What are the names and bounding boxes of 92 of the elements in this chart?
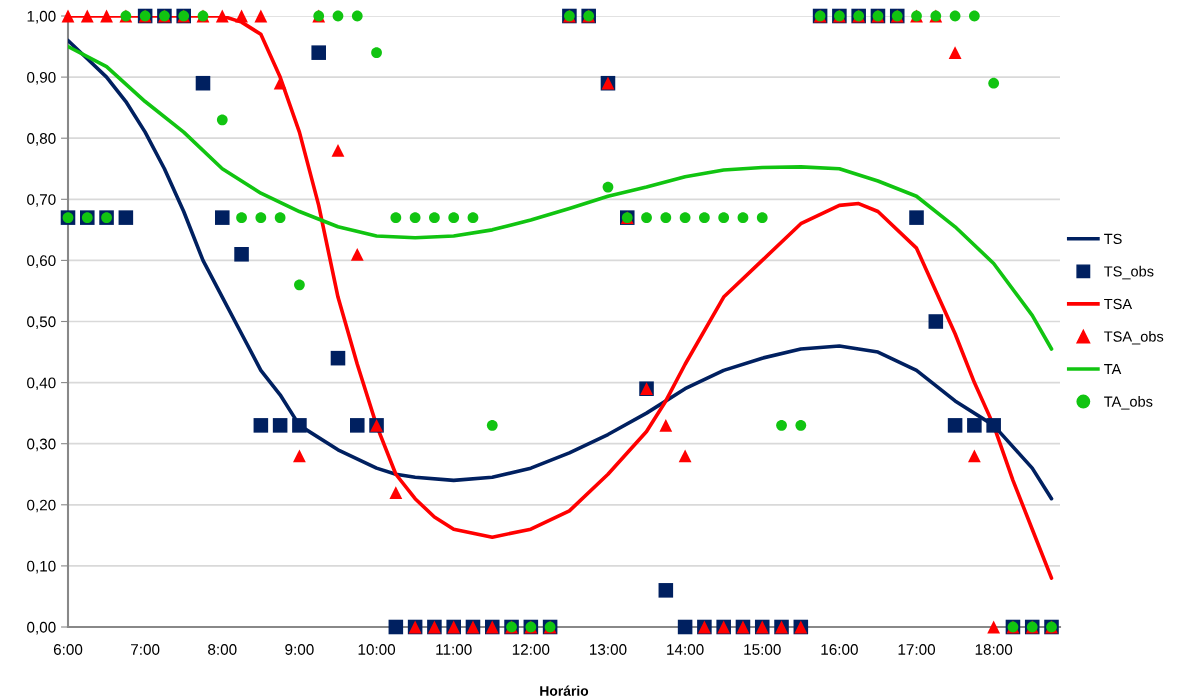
x-tick-label: 11:00	[436, 644, 472, 655]
point	[216, 114, 228, 126]
y-tick-label: 0,50	[27, 316, 56, 329]
point	[660, 212, 672, 224]
point	[448, 212, 460, 224]
point	[947, 418, 963, 433]
y-tick-label: 0,30	[27, 438, 56, 452]
x-tick-label: 16:00	[821, 644, 858, 655]
point	[388, 619, 404, 635]
point	[214, 210, 230, 225]
point	[332, 10, 344, 22]
y-tick-label: 1,00	[27, 10, 56, 24]
x-tick-label: 12:00	[512, 644, 550, 655]
x-tick-label: 13:00	[590, 644, 627, 655]
point	[272, 418, 288, 433]
y-tick-label: 0,10	[27, 560, 56, 574]
line-series	[68, 38, 1054, 501]
point	[967, 418, 982, 433]
point	[390, 212, 402, 224]
point	[253, 418, 269, 433]
point	[235, 9, 248, 23]
point	[756, 212, 768, 224]
point	[389, 486, 403, 499]
point	[486, 419, 498, 431]
point	[350, 247, 364, 261]
x-tick-label: 9:00	[285, 644, 314, 655]
point	[293, 449, 306, 463]
y-tick-label: 0,90	[27, 71, 56, 85]
point	[80, 9, 94, 23]
legend-label: TSA_obs	[1104, 330, 1164, 345]
point	[776, 419, 787, 431]
x-tick-label: 6:00	[53, 644, 83, 655]
point	[948, 46, 962, 60]
point	[409, 212, 421, 224]
point	[909, 210, 924, 225]
y-tick-label: 0,40	[27, 377, 56, 391]
x-tick-label: 14:00	[667, 644, 704, 655]
point	[351, 10, 363, 22]
y-tick-label: 0,00	[27, 621, 56, 635]
legend-label: TS	[1104, 233, 1122, 245]
point	[678, 449, 692, 463]
point	[967, 449, 981, 463]
point	[254, 9, 268, 23]
point	[100, 9, 113, 23]
point	[274, 212, 286, 224]
point	[641, 212, 652, 224]
y-tick-label: 0,20	[27, 499, 56, 513]
point	[737, 212, 749, 224]
x-tick-label: 17:00	[898, 644, 936, 655]
point	[949, 10, 961, 22]
y-tick-label: 0,60	[27, 255, 56, 268]
point	[330, 350, 346, 366]
point	[118, 210, 134, 225]
legend-label: TSA	[1104, 298, 1133, 310]
point	[236, 212, 247, 224]
point	[718, 212, 730, 224]
point	[195, 75, 211, 91]
line-series	[68, 44, 1054, 351]
x-axis-title: Horário	[540, 685, 589, 696]
point	[987, 620, 1001, 634]
x-tick-label: 15:00	[744, 644, 781, 655]
point	[988, 77, 1000, 89]
x-tick-label: 8:00	[208, 644, 237, 655]
point	[371, 47, 382, 59]
point	[986, 418, 1001, 433]
legend-label: TA_obs	[1104, 396, 1153, 410]
legend-label: TA	[1104, 364, 1122, 375]
point	[215, 9, 229, 23]
x-tick-label: 7:00	[131, 644, 160, 655]
point	[679, 212, 691, 224]
point	[429, 212, 440, 224]
point	[349, 418, 365, 433]
point	[467, 212, 479, 224]
point	[969, 10, 980, 22]
point	[659, 418, 673, 432]
x-tick-label: 10:00	[358, 644, 396, 655]
y-tick-label: 0,80	[27, 133, 56, 146]
point	[292, 418, 307, 433]
x-tick-label: 18:00	[975, 644, 1013, 655]
point	[795, 419, 807, 431]
point	[234, 247, 249, 262]
point	[677, 619, 693, 635]
point	[602, 181, 614, 193]
y-tick-label: 0,70	[27, 194, 56, 207]
legend-label: TS_obs	[1104, 265, 1154, 280]
point	[658, 583, 674, 598]
point	[311, 45, 326, 60]
point	[255, 212, 267, 224]
point	[699, 212, 710, 224]
point	[331, 144, 345, 157]
point	[928, 314, 944, 329]
point	[294, 279, 305, 291]
